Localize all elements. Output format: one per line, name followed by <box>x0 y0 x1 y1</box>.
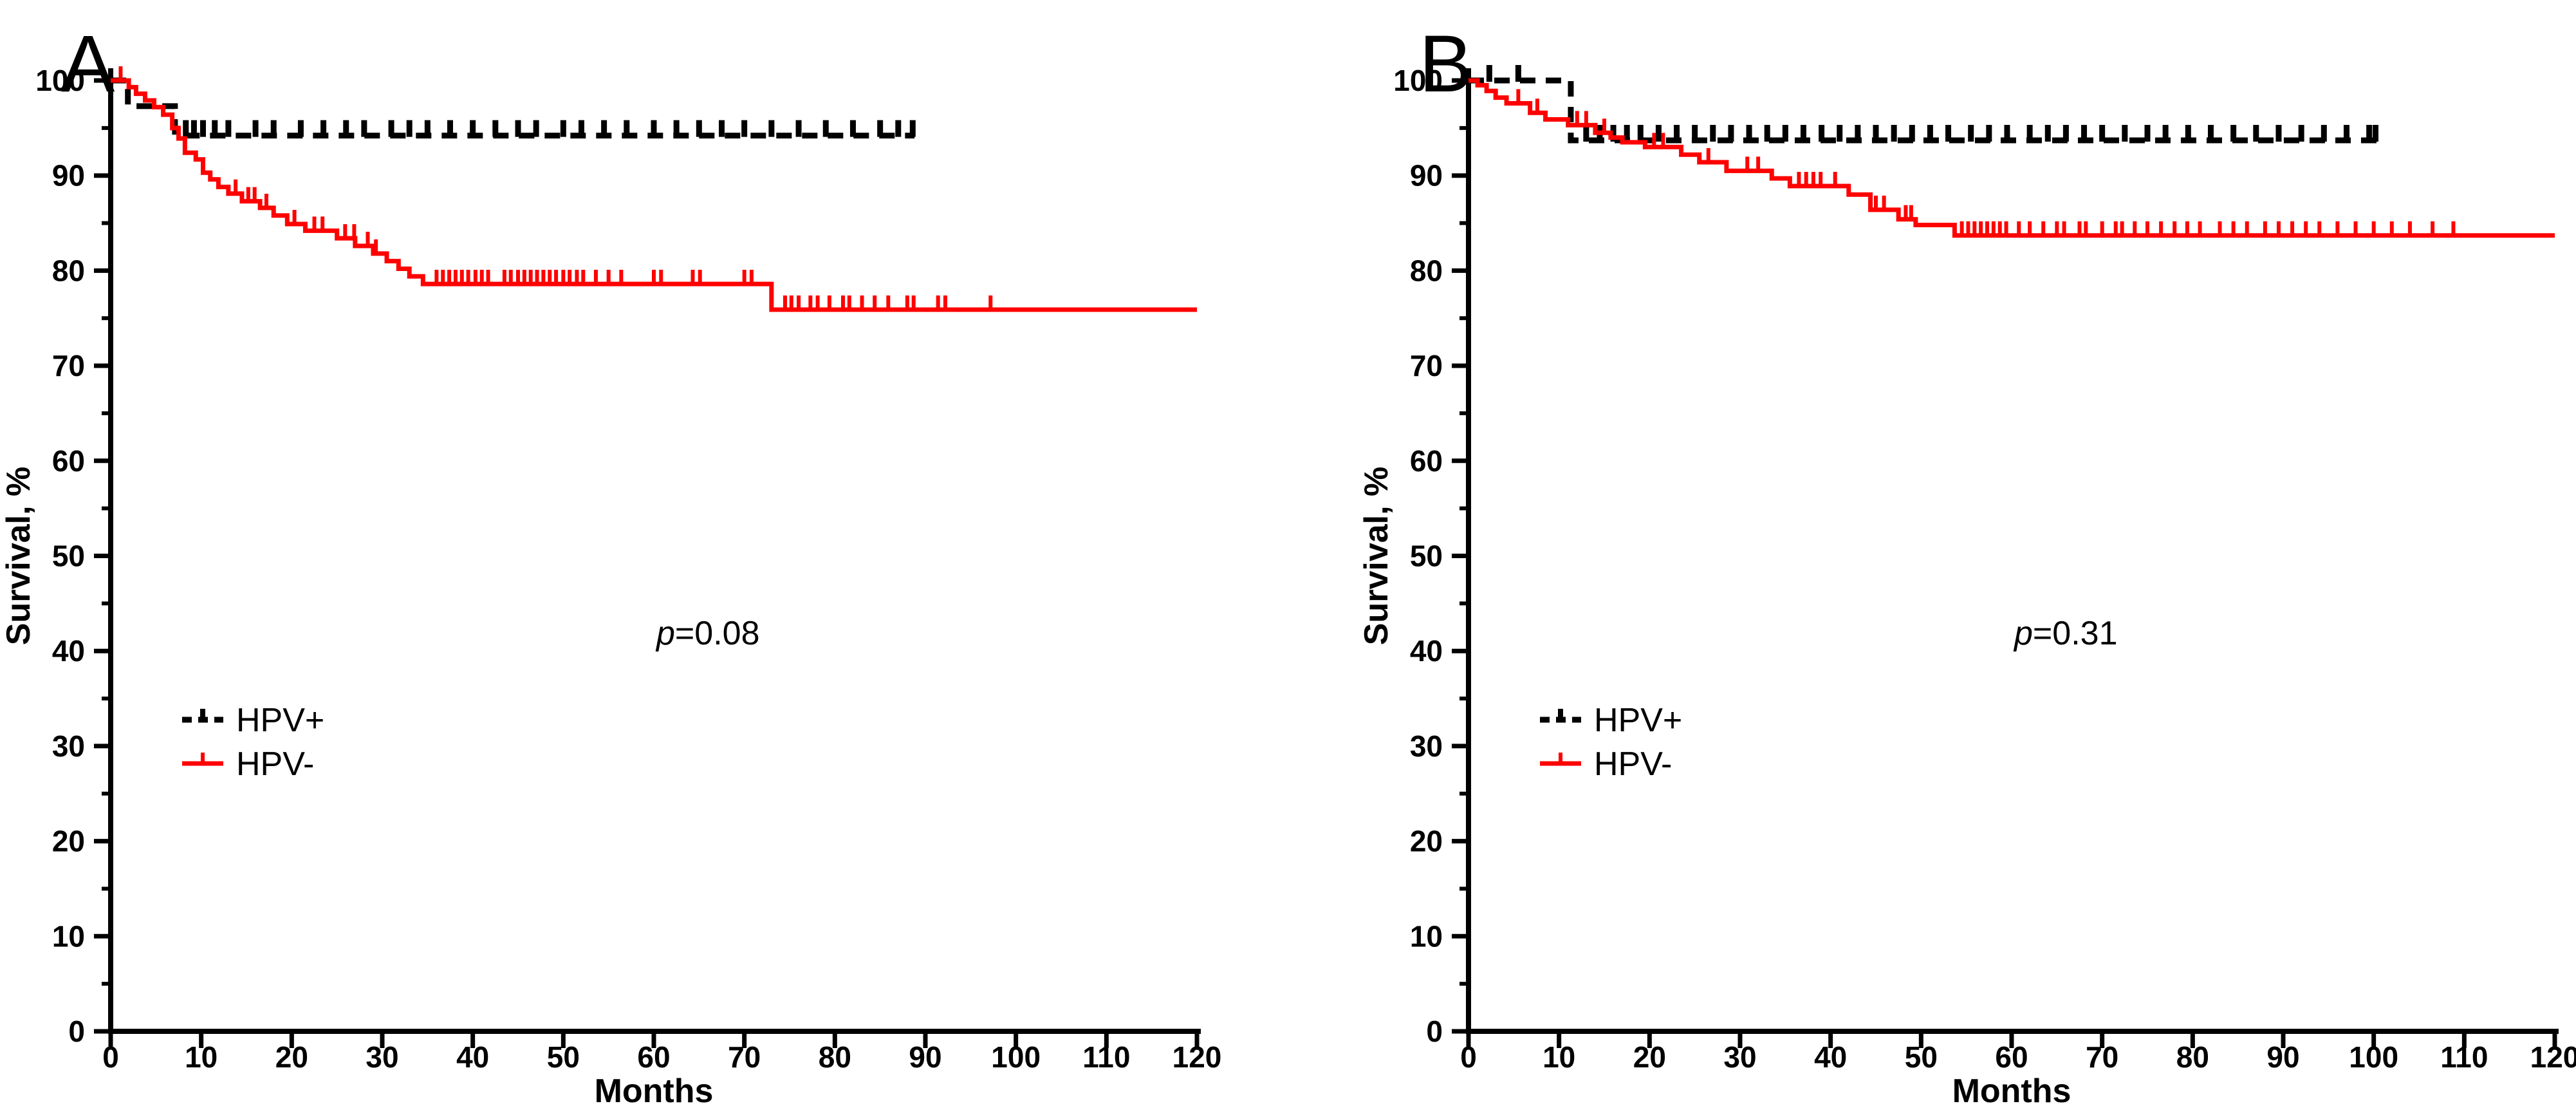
y-tick-label: 80 <box>1410 254 1443 287</box>
x-tick-label: 50 <box>547 1040 580 1074</box>
x-tick-label: 110 <box>1082 1040 1130 1074</box>
y-tick-label: 60 <box>52 444 85 478</box>
x-tick-label: 30 <box>366 1040 398 1074</box>
curve-hpv-positive <box>1469 65 2378 144</box>
x-tick-label: 40 <box>1814 1040 1847 1074</box>
p-value-label: p=0.08 <box>655 615 760 652</box>
y-tick-label: 40 <box>1410 634 1443 668</box>
x-tick-label: 70 <box>728 1040 761 1074</box>
km-plot-A: 0 10 20 30 40 50 60 70 80 90 100 0 10 20 30 40 50 60 70 80 9… <box>0 19 1222 1106</box>
x-axis-title: Months <box>1952 1073 2071 1106</box>
x-tick-label: 90 <box>909 1040 941 1074</box>
curve-hpv-negative <box>111 66 1197 312</box>
y-tick-label: 40 <box>52 634 85 668</box>
x-tick-label: 120 <box>1172 1040 1222 1074</box>
survival-step-curve <box>1469 78 2555 238</box>
legend-label: HPV- <box>1594 745 1672 783</box>
x-tick-label: 10 <box>1543 1040 1575 1074</box>
legend-label: HPV- <box>236 745 314 783</box>
y-tick-label: 50 <box>52 539 85 573</box>
p-value-label: p=0.31 <box>2013 615 2118 652</box>
y-tick-label: 0 <box>68 1015 85 1048</box>
x-tick-label: 20 <box>275 1040 308 1074</box>
legend-item-HPVpos: HPV+ <box>1540 702 1682 739</box>
y-tick-label: 30 <box>1410 729 1443 763</box>
y-tick-label: 20 <box>52 825 85 858</box>
y-axis-title: Survival, % <box>0 467 37 645</box>
y-tick-label: 70 <box>52 349 85 382</box>
x-tick-label: 90 <box>2266 1040 2299 1074</box>
curve-hpv-negative <box>1469 78 2555 238</box>
x-axis-title: Months <box>595 1073 714 1106</box>
panel-a: 0 10 20 30 40 50 60 70 80 90 100 0 10 20 30 40 50 60 70 80 9… <box>0 19 1222 1106</box>
x-tick-label: 0 <box>1460 1040 1477 1074</box>
x-tick-label: 60 <box>1995 1040 2028 1074</box>
y-tick-label: 30 <box>52 729 85 763</box>
legend-item-HPVneg: HPV- <box>182 745 314 783</box>
survival-step-curve <box>1469 77 2378 144</box>
x-tick-label: 100 <box>2349 1040 2398 1074</box>
x-tick-label: 0 <box>102 1040 119 1074</box>
panel-letter: B <box>1419 19 1472 109</box>
y-tick-label: 10 <box>52 919 85 953</box>
x-tick-label: 110 <box>2440 1040 2488 1074</box>
panel-letter: A <box>61 19 115 109</box>
x-tick-label: 20 <box>1633 1040 1666 1074</box>
y-tick-label: 10 <box>1410 919 1443 953</box>
y-tick-label: 100 <box>1393 64 1443 97</box>
y-axis-title: Survival, % <box>1358 467 1395 645</box>
curve-hpv-positive <box>111 77 916 139</box>
legend-item-HPVneg: HPV- <box>1540 745 1672 783</box>
x-tick-label: 120 <box>2530 1040 2576 1074</box>
y-tick-label: 0 <box>1426 1015 1443 1048</box>
y-tick-label: 20 <box>1410 825 1443 858</box>
legend-label: HPV+ <box>1594 702 1682 739</box>
legend-label: HPV+ <box>236 702 324 739</box>
x-tick-label: 80 <box>819 1040 851 1074</box>
x-tick-label: 50 <box>1905 1040 1938 1074</box>
panel-b: 0 10 20 30 40 50 60 70 80 90 100 0 10 20 30 40 50 60 70 80 9… <box>1358 0 2576 1106</box>
y-tick-label: 90 <box>1410 159 1443 192</box>
x-tick-label: 30 <box>1723 1040 1756 1074</box>
km-plot-B: 0 10 20 30 40 50 60 70 80 90 100 0 10 20 30 40 50 60 70 80 9… <box>1358 19 2576 1106</box>
y-tick-label: 50 <box>1410 539 1443 573</box>
survival-step-curve <box>111 77 915 139</box>
legend-item-HPVpos: HPV+ <box>182 702 324 739</box>
x-tick-label: 40 <box>456 1040 489 1074</box>
y-tick-label: 80 <box>52 254 85 287</box>
x-tick-label: 70 <box>2086 1040 2118 1074</box>
x-tick-label: 100 <box>991 1040 1041 1074</box>
x-tick-label: 10 <box>185 1040 218 1074</box>
y-tick-label: 90 <box>52 159 85 192</box>
x-tick-label: 60 <box>637 1040 670 1074</box>
x-tick-label: 80 <box>2176 1040 2209 1074</box>
y-tick-label: 100 <box>35 64 85 97</box>
y-tick-label: 70 <box>1410 349 1443 382</box>
y-tick-label: 60 <box>1410 444 1443 478</box>
